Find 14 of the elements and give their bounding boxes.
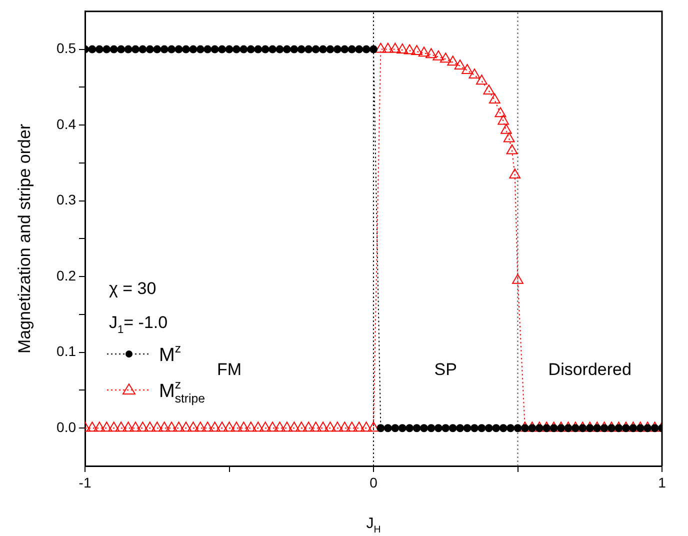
annotation: χ = 30 xyxy=(109,279,156,298)
y-tick-label: 0.4 xyxy=(56,116,76,132)
y-tick-label: 0.3 xyxy=(56,192,76,208)
x-tick-label: 0 xyxy=(370,474,378,490)
y-axis-title: Magnetization and stripe order xyxy=(15,124,34,354)
x-tick-label: 1 xyxy=(658,474,666,490)
y-tick-label: 0.5 xyxy=(56,40,76,56)
y-tick-label: 0.0 xyxy=(56,418,76,435)
x-tick-label: -1 xyxy=(78,474,92,490)
y-tick-label: 0.1 xyxy=(56,343,76,360)
annotation: SP xyxy=(434,360,457,380)
annotation: FM xyxy=(216,360,242,380)
y-tick-label: 0.2 xyxy=(56,267,76,284)
annotation: Disordered xyxy=(548,360,632,380)
